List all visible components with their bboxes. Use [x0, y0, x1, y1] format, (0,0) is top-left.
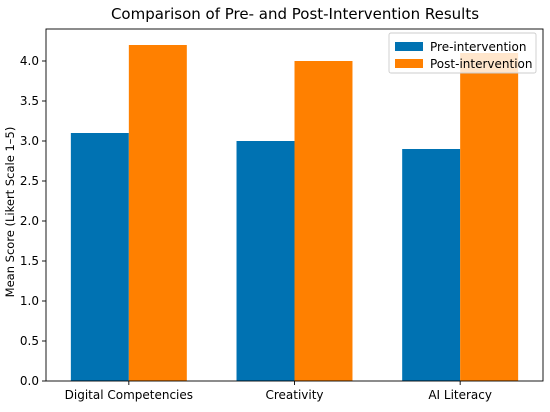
- bar-pre-2: [402, 149, 461, 381]
- plot-area: 0.0 0.5 1.0 1.5 2.0 2.5 3.0 3.5 4.0 Digital Compe…: [20, 28, 544, 402]
- bar-post-2: [460, 53, 519, 381]
- y-tick-label: 2.0: [20, 214, 39, 228]
- y-tick-label: 2.5: [20, 174, 39, 188]
- y-tick-label: 3.5: [20, 94, 39, 108]
- legend-swatch-pre: [395, 42, 423, 51]
- y-tick-label: 1.0: [20, 294, 39, 308]
- bar-pre-1: [236, 141, 295, 381]
- y-tick-label: 4.0: [20, 54, 39, 68]
- x-tick-label: Digital Competencies: [65, 388, 193, 402]
- bar-post-1: [294, 61, 353, 381]
- legend-label-pre: Pre-intervention: [430, 40, 526, 54]
- legend-swatch-post: [395, 59, 423, 68]
- y-tick-label: 0.5: [20, 334, 39, 348]
- x-tick-label: AI Literacy: [428, 388, 492, 402]
- chart-title: Comparison of Pre- and Post-Intervention…: [111, 5, 479, 23]
- y-axis-label: Mean Score (Likert Scale 1–5): [3, 127, 17, 298]
- y-tick-label: 3.0: [20, 134, 39, 148]
- y-tick-label: 0.0: [20, 374, 39, 388]
- x-tick-label: Creativity: [265, 388, 323, 402]
- legend-box: [388, 32, 537, 74]
- legend-label-post: Post-intervention: [430, 57, 532, 71]
- bar-pre-0: [70, 133, 129, 381]
- y-tick-label: 1.5: [20, 254, 39, 268]
- legend: Pre-intervention Post-intervention: [388, 32, 537, 74]
- bar-post-0: [128, 45, 187, 381]
